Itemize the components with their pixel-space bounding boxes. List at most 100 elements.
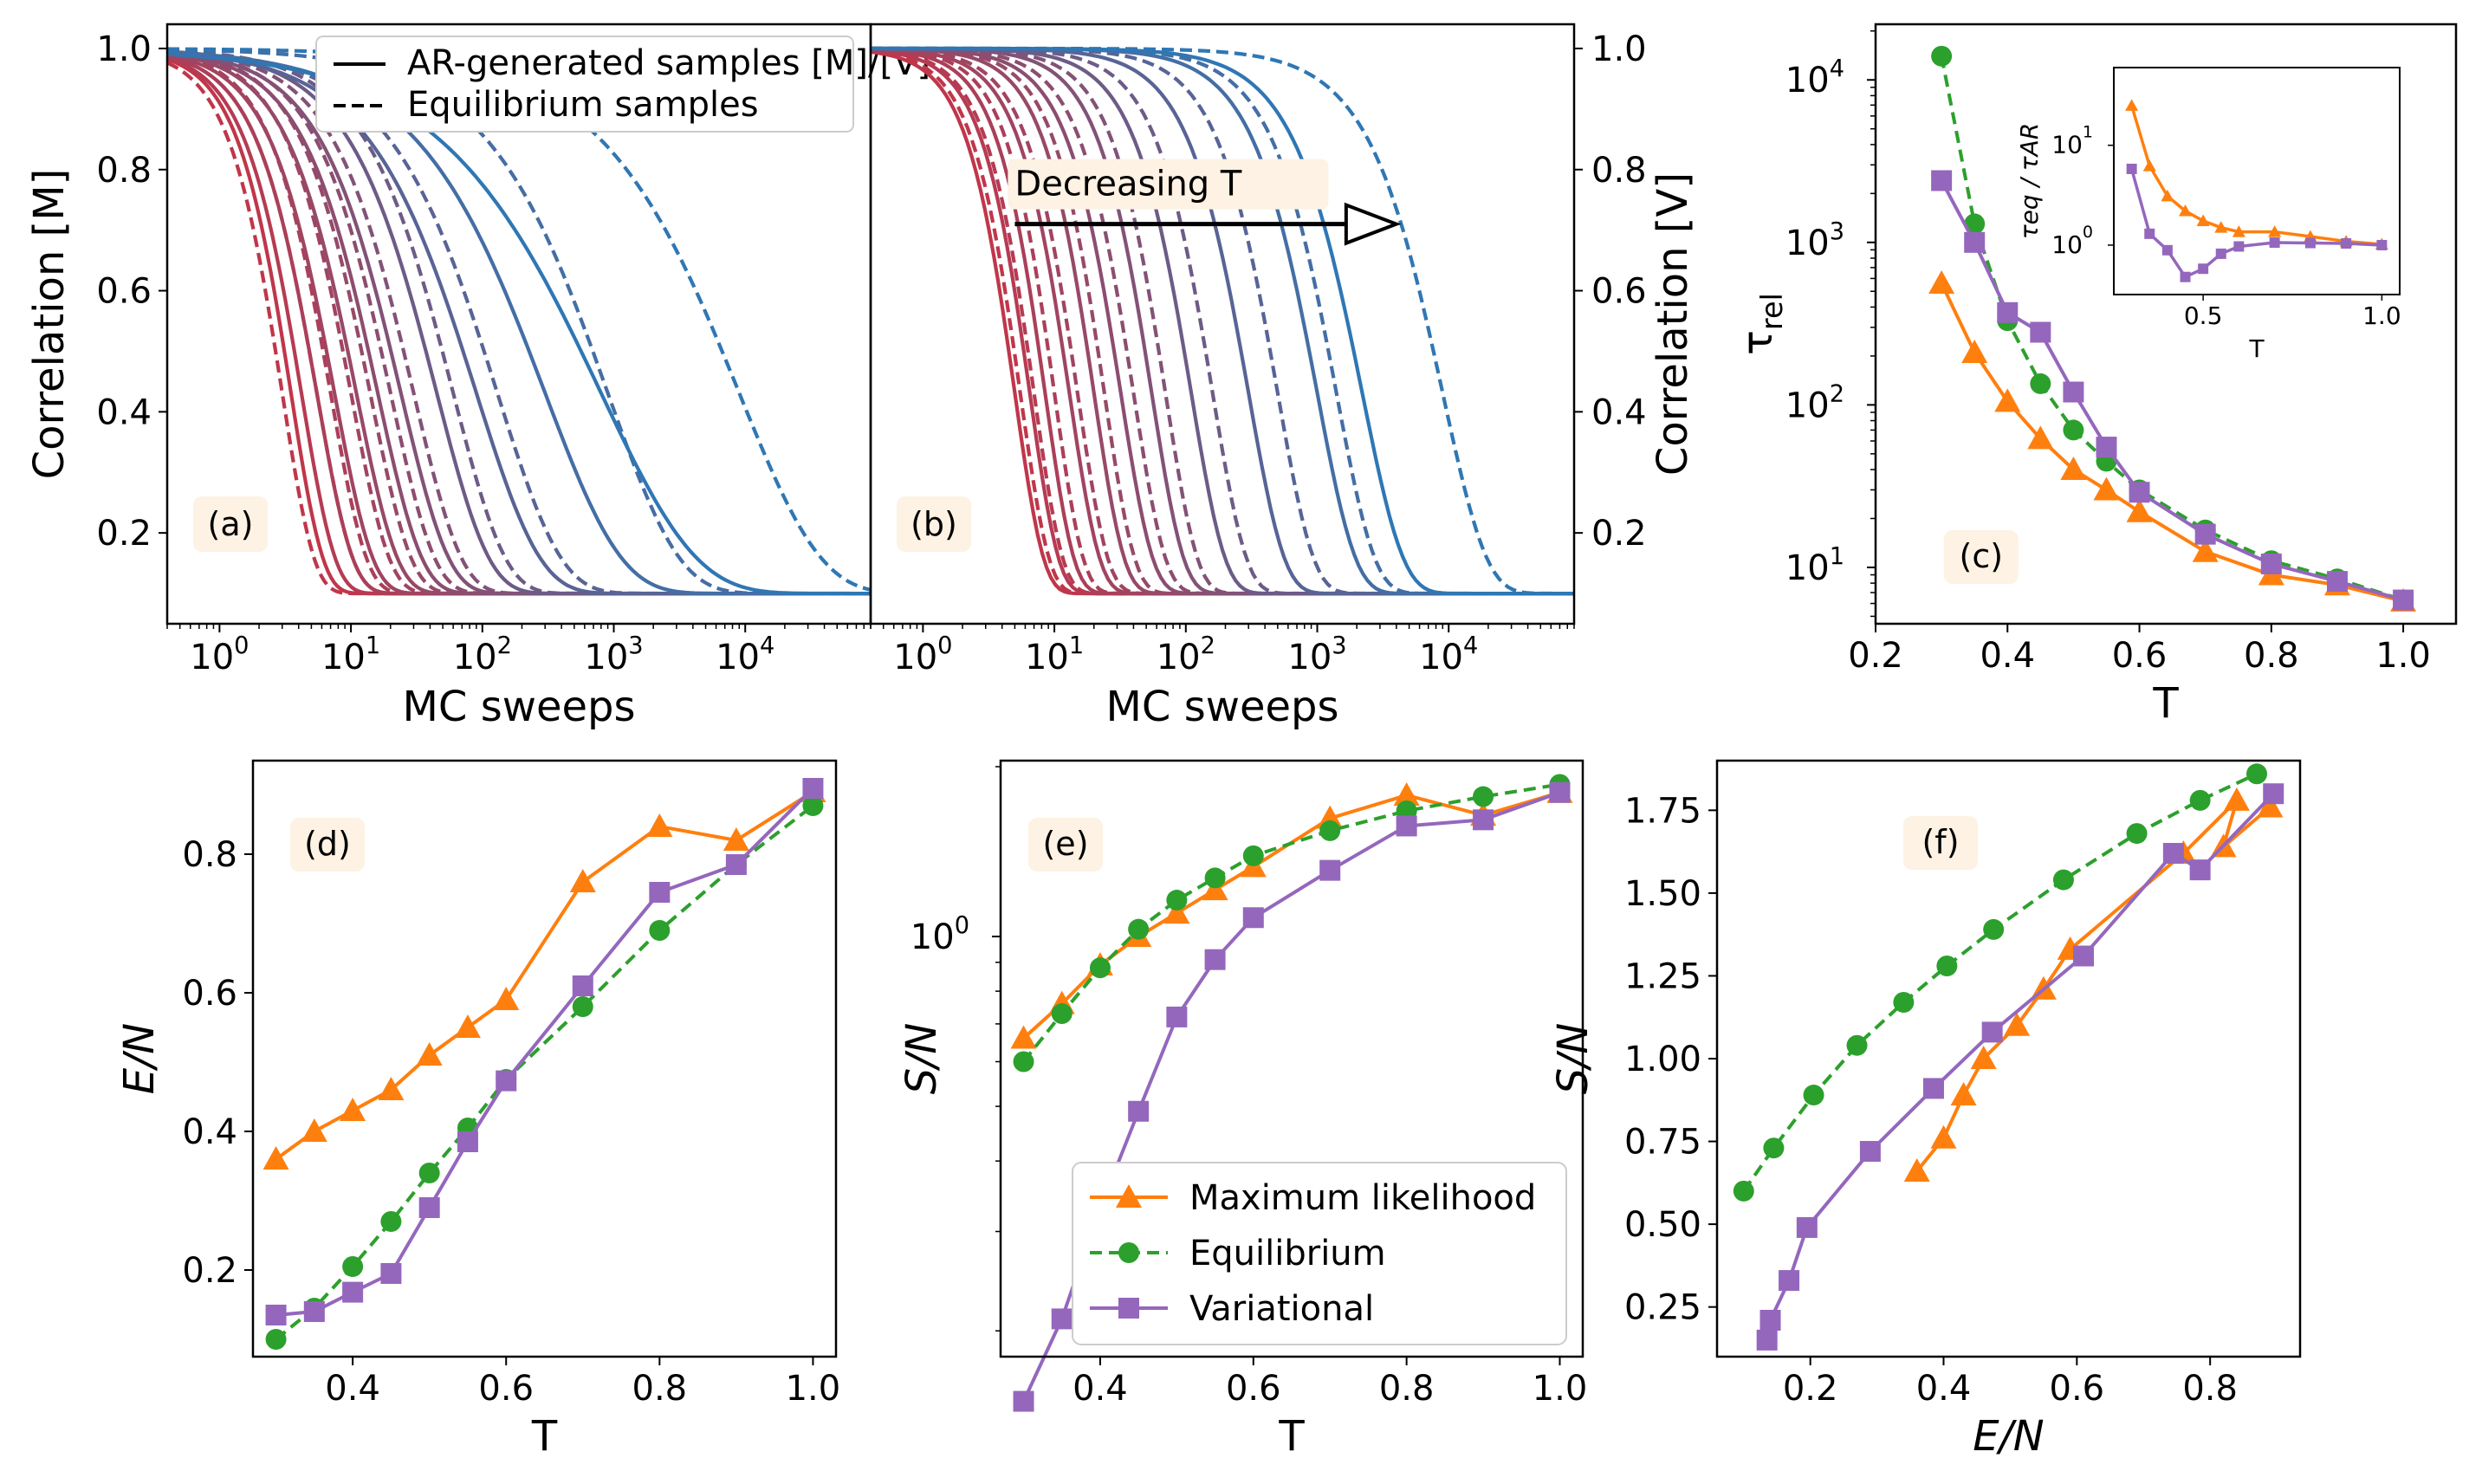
data-point-variational bbox=[1756, 1329, 1778, 1351]
data-point-variational bbox=[1997, 301, 2019, 323]
data-point-maximum-likelihood bbox=[1961, 339, 1988, 363]
data-point-variational bbox=[1922, 1078, 1944, 1099]
x-tick-label: 0.6 bbox=[2112, 636, 2168, 676]
y-tick-label-base: 10 bbox=[1785, 548, 1830, 588]
x-axis-label: MC sweeps bbox=[403, 683, 636, 731]
x-tick-label: 104 bbox=[1419, 632, 1478, 677]
data-point-variational bbox=[2129, 482, 2150, 503]
x-tick-label: 0.6 bbox=[2050, 1369, 2105, 1409]
y-tick-label: 0.2 bbox=[1591, 514, 1647, 554]
panel-label-box bbox=[193, 496, 268, 552]
y-tick-label: 0.6 bbox=[1591, 272, 1647, 312]
x-tick-label: 102 bbox=[1157, 632, 1215, 677]
legend-entry: Variational bbox=[1189, 1289, 1374, 1329]
y-tick-label: 0.2 bbox=[182, 1251, 237, 1291]
data-point-equilibrium bbox=[2052, 869, 2074, 891]
panel-label: (c) bbox=[1960, 537, 2004, 575]
inset-x-tick-label: 0.5 bbox=[2184, 301, 2223, 330]
y-tick-label: 100 bbox=[910, 912, 969, 957]
y-tick-label-exponent: 2 bbox=[1830, 380, 1844, 407]
inset-data-point-variational bbox=[2304, 237, 2316, 249]
data-point-variational bbox=[1204, 949, 1226, 970]
panel-label-box bbox=[290, 818, 365, 872]
data-point-maximum-likelihood bbox=[493, 987, 520, 1010]
y-tick-label: 0.75 bbox=[1624, 1123, 1701, 1163]
data-point-equilibrium bbox=[1803, 1085, 1824, 1106]
data-point-variational bbox=[265, 1305, 287, 1325]
data-point-maximum-likelihood bbox=[1950, 1082, 1977, 1106]
x-axis-label: MC sweeps bbox=[1106, 683, 1339, 731]
inset-data-point-variational bbox=[2198, 263, 2209, 275]
x-tick-label-exponent: 0 bbox=[234, 632, 249, 659]
x-tick-label-exponent: 1 bbox=[1069, 632, 1084, 659]
data-point-variational bbox=[380, 1263, 402, 1284]
inset-data-point-variational bbox=[2180, 271, 2191, 282]
data-point-variational bbox=[1319, 859, 1341, 881]
inset-data-point-maximum-likelihood bbox=[2142, 159, 2156, 172]
inset-x-tick-label: 1.0 bbox=[2362, 301, 2401, 330]
legend-entry-equilibrium: Equilibrium samples bbox=[407, 85, 759, 125]
x-tick-label: 0.2 bbox=[1783, 1369, 1838, 1409]
x-tick-label: 0.6 bbox=[1226, 1369, 1281, 1409]
x-axis-label: T bbox=[2152, 679, 2179, 728]
data-point-equilibrium bbox=[1128, 918, 1150, 940]
inset-frame bbox=[2113, 67, 2401, 295]
data-point-equilibrium bbox=[1763, 1137, 1785, 1159]
data-point-maximum-likelihood bbox=[2257, 794, 2284, 818]
data-point-variational bbox=[303, 1301, 325, 1322]
y-axis-label: Correlation [M] bbox=[25, 169, 74, 480]
y-axis-label: Correlation [V] bbox=[1649, 172, 1697, 476]
data-point-variational bbox=[1051, 1308, 1073, 1330]
x-tick-label: 0.8 bbox=[632, 1369, 688, 1409]
inset-data-point-maximum-likelihood bbox=[2268, 225, 2282, 237]
data-point-equilibrium bbox=[1051, 1003, 1073, 1025]
data-point-maximum-likelihood bbox=[723, 827, 749, 851]
y-tick-label: 0.6 bbox=[182, 974, 237, 1014]
x-tick-label: 102 bbox=[453, 632, 512, 677]
data-point-maximum-likelihood bbox=[1202, 877, 1228, 901]
data-point-maximum-likelihood bbox=[1994, 388, 2021, 412]
data-point-maximum-likelihood bbox=[2126, 498, 2153, 522]
x-tick-label: 1.0 bbox=[2375, 636, 2431, 676]
x-tick-label: 0.8 bbox=[2182, 1369, 2238, 1409]
data-point-variational bbox=[2326, 571, 2348, 593]
panel-label-box bbox=[1028, 818, 1103, 872]
data-point-maximum-likelihood bbox=[2060, 457, 2087, 481]
x-tick-label: 0.2 bbox=[1848, 636, 1903, 676]
x-tick-label-exponent: 4 bbox=[1463, 632, 1478, 659]
panel-label: (a) bbox=[208, 505, 254, 543]
x-tick-label-base: 10 bbox=[584, 638, 628, 677]
data-point-variational bbox=[1473, 809, 1494, 831]
y-tick-label: 102 bbox=[1785, 380, 1844, 425]
data-point-variational bbox=[1166, 1006, 1188, 1027]
data-point-variational bbox=[2162, 843, 2184, 865]
y-tick-label: 1.0 bbox=[1591, 29, 1647, 69]
x-tick-label: 0.4 bbox=[325, 1369, 380, 1409]
data-point-maximum-likelihood bbox=[2004, 1012, 2031, 1036]
axes-frame bbox=[1874, 23, 2458, 625]
data-point-variational bbox=[1128, 1100, 1150, 1122]
data-point-maximum-likelihood bbox=[378, 1077, 405, 1100]
data-point-equilibrium bbox=[2126, 823, 2148, 845]
inset-data-point-variational bbox=[2215, 248, 2226, 259]
inset-y-tick-label-base: 10 bbox=[2051, 131, 2083, 159]
panel-label: (d) bbox=[304, 825, 351, 863]
y-tick-label: 0.8 bbox=[96, 151, 152, 191]
data-point-variational bbox=[1859, 1141, 1881, 1163]
series-line-T1-solid bbox=[167, 52, 871, 596]
x-tick-label-exponent: 3 bbox=[1332, 632, 1346, 659]
data-point-variational bbox=[457, 1131, 478, 1152]
data-point-equilibrium bbox=[1319, 820, 1341, 841]
x-tick-label-base: 10 bbox=[453, 638, 497, 677]
data-point-maximum-likelihood bbox=[2192, 538, 2219, 562]
x-tick-label: 0.4 bbox=[1916, 1369, 1972, 1409]
data-point-equilibrium bbox=[2246, 763, 2268, 785]
inset-data-point-variational bbox=[2341, 237, 2352, 249]
data-point-equilibrium bbox=[572, 996, 593, 1017]
y-tick-label-base: 10 bbox=[1785, 61, 1830, 100]
y-tick-label: 103 bbox=[1785, 218, 1844, 263]
data-point-equilibrium bbox=[802, 795, 824, 816]
x-tick-label-exponent: 0 bbox=[937, 632, 952, 659]
y-tick-label: 0.50 bbox=[1624, 1205, 1701, 1245]
y-tick-label-exponent: 1 bbox=[1830, 543, 1844, 570]
